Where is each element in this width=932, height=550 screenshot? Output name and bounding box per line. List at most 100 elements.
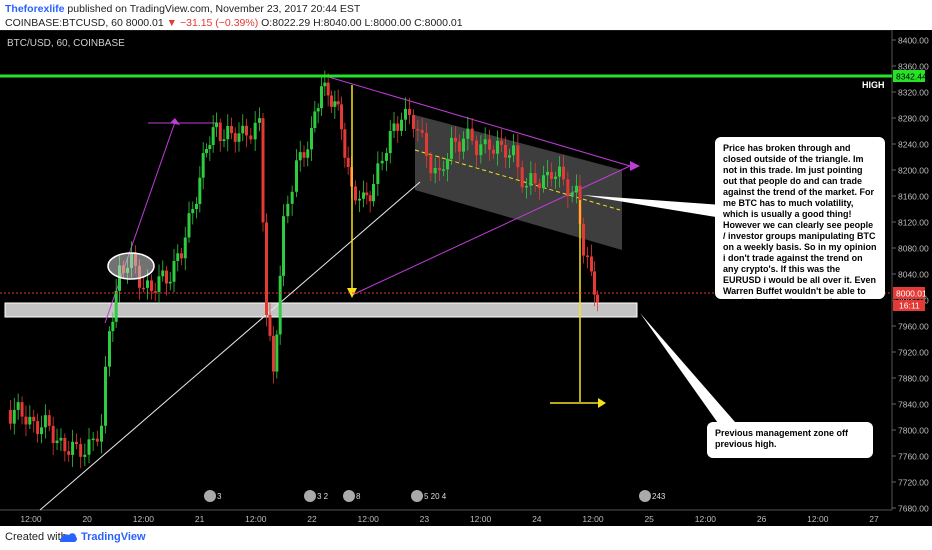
- candle-down: [326, 82, 330, 96]
- candle-down: [343, 129, 347, 158]
- candle-up: [100, 425, 103, 442]
- time-axis-label: 12:00: [20, 514, 42, 524]
- candle-up: [290, 191, 294, 204]
- publication-header: Theforexlife published on TradingView.co…: [0, 0, 932, 30]
- event-badge-3[interactable]: 8: [356, 492, 361, 501]
- candle-up: [201, 153, 205, 178]
- candle-up: [161, 270, 165, 277]
- time-axis-label: 24: [532, 514, 542, 524]
- current-price-box: [893, 287, 925, 299]
- time-axis[interactable]: 12:00 20 12:00 21 12:00 22 12:00 23 12:00 24 12:00…: [20, 514, 879, 524]
- high-label: HIGH: [862, 80, 885, 90]
- time-axis-label: 12:00: [358, 514, 380, 524]
- candle-up: [146, 280, 149, 288]
- event-badges[interactable]: 3 3 2 8 5 20 4 243: [204, 490, 666, 502]
- event-badge-4[interactable]: 5 20 4: [424, 492, 447, 501]
- tradingview-logo-icon[interactable]: [58, 530, 78, 544]
- event-badge-5[interactable]: 243: [652, 492, 666, 501]
- candle-up: [157, 276, 161, 292]
- time-axis-label: 12:00: [807, 514, 829, 524]
- author-link[interactable]: Theforexlife: [5, 3, 65, 15]
- candle-up: [205, 149, 208, 154]
- candle-up: [376, 163, 380, 185]
- current-price-label: 8000.01: [896, 289, 927, 299]
- candle-down: [336, 101, 340, 105]
- event-badge-2[interactable]: 3 2: [317, 492, 329, 501]
- candle-up: [483, 139, 487, 145]
- time-axis-label: 20: [82, 514, 92, 524]
- candle-down: [51, 425, 55, 444]
- chart-title: BTC/USD, 60, COINBASE: [7, 38, 125, 49]
- event-flag-icon[interactable]: [304, 490, 316, 502]
- candle-down: [32, 416, 36, 422]
- candle-down: [425, 132, 428, 156]
- channel-midline: [414, 149, 621, 211]
- candle-down: [67, 451, 71, 455]
- candle-down: [165, 270, 168, 284]
- candle-down: [500, 140, 503, 145]
- candle-up: [442, 169, 445, 171]
- candle-up: [278, 275, 282, 335]
- candle-down: [230, 126, 233, 134]
- high-price-label: 8342.44: [896, 72, 927, 82]
- change-text: ▼ −31.15 (−0.39%): [166, 17, 259, 29]
- candle-up: [222, 139, 226, 142]
- candle-down: [504, 144, 507, 158]
- price-axis-label: 8280.00: [898, 114, 929, 124]
- candle-up: [241, 125, 245, 134]
- candle-down: [396, 123, 400, 131]
- candle-up: [372, 184, 375, 202]
- candle-up: [43, 415, 47, 428]
- candle-down: [429, 155, 433, 174]
- candle-up: [104, 366, 107, 426]
- candle-down: [36, 421, 40, 435]
- candle-down: [520, 167, 524, 188]
- candle-up: [388, 130, 392, 154]
- event-flag-icon[interactable]: [343, 490, 355, 502]
- symbol-text: COINBASE:BTCUSD, 60 8000.01: [5, 17, 164, 29]
- candle-up: [404, 108, 407, 120]
- chart-area[interactable]: BTC/USD, 60, COINBASE HIGH: [0, 29, 932, 526]
- candle-down: [354, 186, 357, 201]
- candle-up: [466, 128, 470, 139]
- tradingview-brand-link[interactable]: TradingView: [81, 531, 146, 543]
- candle-up: [446, 158, 449, 170]
- price-axis-label: 8360.00: [898, 62, 929, 72]
- event-flag-icon[interactable]: [639, 490, 651, 502]
- event-flag-icon[interactable]: [204, 490, 216, 502]
- candle-down: [420, 130, 424, 133]
- candle-up: [176, 253, 180, 261]
- candle-up: [450, 137, 453, 159]
- candle-up: [172, 260, 176, 282]
- candle-up: [380, 160, 384, 164]
- candle-up: [558, 166, 561, 177]
- candle-down: [538, 183, 541, 189]
- price-chart[interactable]: BTC/USD, 60, COINBASE HIGH: [0, 29, 932, 526]
- candle-up: [479, 144, 483, 156]
- candle-up: [215, 122, 218, 128]
- candle-up: [71, 441, 75, 455]
- candle-down: [365, 192, 369, 196]
- yellow-target-arrowhead: [598, 398, 606, 408]
- price-axis[interactable]: 8400.00 8360.00 8320.00 8280.00 8240.00 8200.…: [892, 36, 929, 514]
- zone-note-callout: Previous management zone off previous hi…: [707, 422, 873, 458]
- candle-down: [233, 133, 237, 142]
- time-axis-label: 25: [644, 514, 654, 524]
- event-badge-1[interactable]: 3: [217, 492, 222, 501]
- candle-down: [566, 179, 570, 197]
- time-axis-label: 23: [420, 514, 430, 524]
- candle-down: [408, 108, 411, 115]
- candle-up: [40, 427, 43, 435]
- candle-down: [150, 280, 153, 292]
- candle-down: [24, 416, 28, 425]
- price-axis-label: 8080.00: [898, 244, 929, 254]
- candle-up: [313, 111, 317, 129]
- time-axis-label: 12:00: [582, 514, 604, 524]
- candle-up: [258, 118, 261, 123]
- candle-up: [282, 216, 285, 276]
- triangle-note-text: Price has broken through and closed outs…: [723, 143, 877, 307]
- zone-note-text: Previous management zone off previous hi…: [715, 428, 849, 449]
- candle-down: [416, 128, 420, 131]
- event-flag-icon[interactable]: [411, 490, 423, 502]
- candle-up: [358, 198, 361, 201]
